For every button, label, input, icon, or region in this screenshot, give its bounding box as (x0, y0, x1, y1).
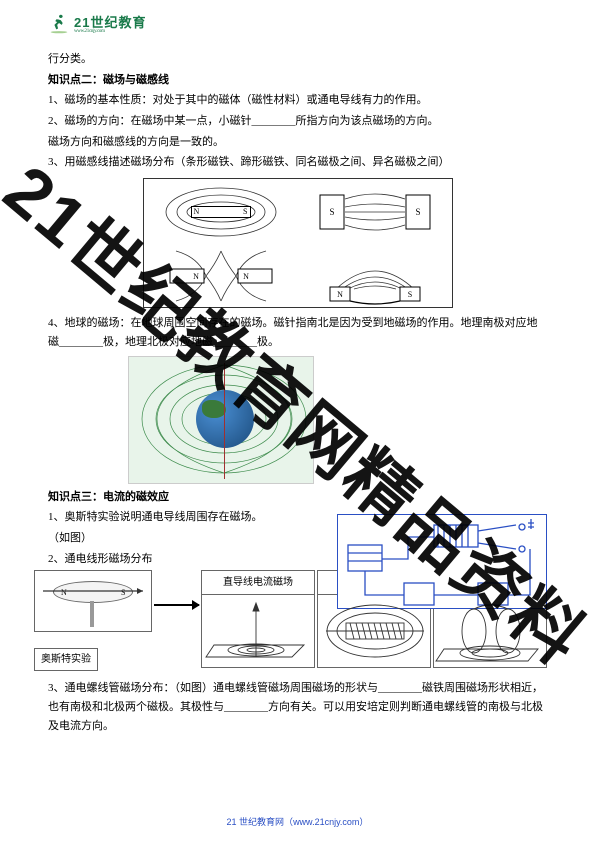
solenoid-diagram (318, 595, 430, 667)
magnet-opposing-cell: S S (300, 181, 450, 243)
heading-kp3: 知识点三：电流的磁效应 (48, 488, 547, 507)
text-line: 行分类。 (48, 50, 547, 69)
svg-text:N: N (243, 272, 249, 281)
runner-icon (48, 12, 70, 34)
text-line: 3、通电螺线管磁场分布：（如图）通电螺线管磁场周围磁场的形状与________磁… (48, 679, 547, 735)
arrow-right-icon (154, 604, 199, 606)
figure-straight-wire-field: 直导线电流磁场 (201, 570, 315, 668)
text-line: 1、磁场的基本性质：对处于其中的磁体（磁性材料）或通电导线有力的作用。 (48, 91, 547, 110)
field-caption: 直导线电流磁场 (202, 571, 314, 595)
heading-kp2: 知识点二：磁场与磁感线 (48, 71, 547, 90)
text-line: 4、地球的磁场：在地球周围空间存在的磁场。磁针指南北是因为受到地磁场的作用。地理… (48, 314, 547, 351)
pole-label: N (194, 205, 200, 219)
magnet-bar-cell: N S (146, 181, 296, 243)
header-logo: 21世纪教育 www.21cnjy.com (48, 12, 146, 34)
loop-diagram (434, 595, 546, 667)
text-line: 2、磁场的方向：在磁场中某一点，小磁针________所指方向为该点磁场的方向。 (48, 112, 547, 131)
magnet-horseshoe-cell: N S (300, 245, 450, 307)
svg-text:S: S (415, 207, 420, 217)
figure-magnet-fields: N S S S (143, 178, 453, 308)
svg-text:N: N (337, 290, 343, 299)
oersted-diagram: N S (35, 571, 151, 631)
oersted-column: N S 奥斯特实验 (34, 570, 152, 671)
pole-label: S (243, 205, 247, 219)
logo-text-block: 21世纪教育 www.21cnjy.com (74, 12, 146, 34)
figure-oersted: N S (34, 570, 152, 632)
footer-suffix: ） (359, 817, 368, 827)
page-footer: 21 世纪教育网（www.21cnjy.com） (0, 815, 595, 828)
magnet-like-poles-cell: N N (146, 245, 296, 307)
bar-magnet: N S (191, 206, 251, 218)
svg-text:N: N (193, 272, 199, 281)
document-body: 行分类。 知识点二：磁场与磁感线 1、磁场的基本性质：对处于其中的磁体（磁性材料… (48, 50, 547, 735)
text-line: 3、用磁感线描述磁场分布（条形磁铁、蹄形磁铁、同名磁极之间、异名磁极之间） (48, 153, 547, 172)
text-line: 磁场方向和磁感线的方向是一致的。 (48, 133, 547, 152)
earth-axis (224, 363, 225, 479)
figure-earth-field (128, 356, 314, 484)
footer-url: www.21cnjy.com (293, 817, 359, 827)
footer-prefix: 21 世纪教育网（ (227, 817, 294, 827)
oersted-caption: 奥斯特实验 (34, 648, 98, 671)
svg-text:S: S (329, 207, 334, 217)
svg-text:S: S (407, 290, 411, 299)
straight-wire-diagram (202, 595, 314, 667)
earth-globe-icon (196, 390, 254, 448)
svg-text:S: S (121, 588, 125, 597)
svg-text:N: N (61, 588, 67, 597)
